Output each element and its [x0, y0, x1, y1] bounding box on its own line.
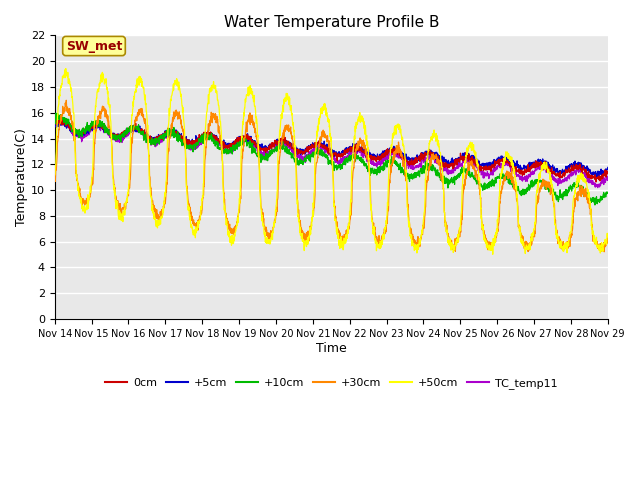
Legend: 0cm, +5cm, +10cm, +30cm, +50cm, TC_temp11: 0cm, +5cm, +10cm, +30cm, +50cm, TC_temp1…	[100, 373, 562, 393]
Title: Water Temperature Profile B: Water Temperature Profile B	[223, 15, 439, 30]
Text: SW_met: SW_met	[66, 39, 122, 52]
Y-axis label: Temperature(C): Temperature(C)	[15, 128, 28, 226]
X-axis label: Time: Time	[316, 342, 347, 355]
